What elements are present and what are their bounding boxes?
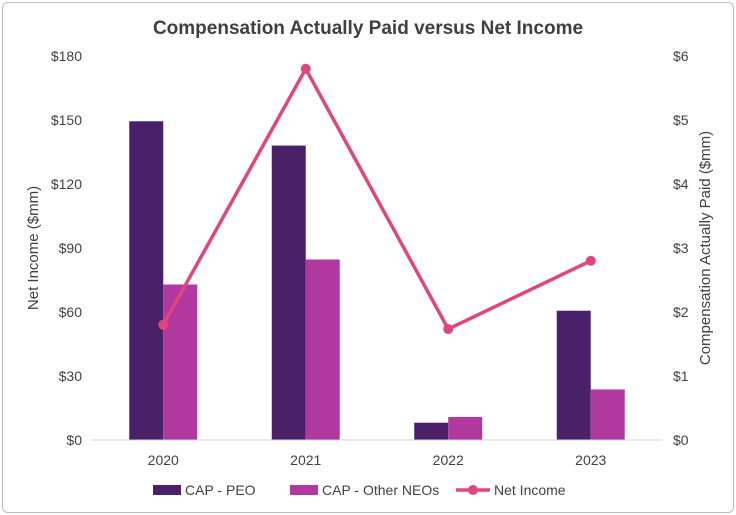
- bar-cap-other-neos-2023: [590, 389, 625, 440]
- bar-cap-other-neos-2020: [163, 284, 198, 440]
- net-income-point-2022: [443, 324, 454, 335]
- legend: CAP - PEO CAP - Other NEOs Net Income: [153, 482, 566, 498]
- bar-cap-peo-2023: [556, 310, 591, 440]
- net-income-point-2023: [585, 255, 596, 266]
- left-axis-ticks: $0 $30 $60 $90 $120 $150 $180: [51, 48, 82, 448]
- left-tick-label: $150: [51, 112, 82, 128]
- left-tick-label: $30: [59, 368, 83, 384]
- right-axis-ticks: $0 $1 $2 $3 $4 $5 $6: [673, 48, 689, 448]
- line-layer: [158, 63, 596, 335]
- legend-swatch-cap-other-neos: [290, 485, 318, 495]
- net-income-point-2020: [158, 319, 169, 330]
- x-tick-label: 2021: [290, 452, 321, 468]
- legend-swatch-cap-peo: [153, 485, 181, 495]
- right-tick-label: $3: [673, 240, 689, 256]
- left-tick-label: $60: [59, 304, 83, 320]
- legend-marker-net-income: [468, 485, 478, 495]
- x-tick-label: 2020: [148, 452, 179, 468]
- net-income-point-2021: [300, 63, 311, 74]
- left-tick-label: $90: [59, 240, 83, 256]
- x-tick-label: 2022: [433, 452, 464, 468]
- bar-cap-other-neos-2021: [305, 259, 340, 440]
- bar-cap-peo-2022: [414, 422, 449, 440]
- bar-cap-peo-2021: [271, 145, 306, 440]
- right-tick-label: $6: [673, 48, 689, 64]
- bar-cap-peo-2020: [129, 121, 164, 440]
- right-tick-label: $5: [673, 112, 689, 128]
- x-tick-label: 2023: [575, 452, 606, 468]
- right-tick-label: $0: [673, 432, 689, 448]
- chart-title: Compensation Actually Paid versus Net In…: [153, 18, 583, 39]
- legend-label-cap-peo: CAP - PEO: [185, 482, 256, 498]
- right-tick-label: $4: [673, 176, 689, 192]
- right-tick-label: $1: [673, 368, 689, 384]
- left-tick-label: $120: [51, 176, 82, 192]
- left-axis-title: Net Income ($mm): [25, 186, 42, 310]
- right-axis-title: Compensation Actually Paid ($mm): [697, 131, 714, 365]
- legend-label-net-income: Net Income: [494, 482, 566, 498]
- bars-layer: [129, 121, 625, 440]
- right-tick-label: $2: [673, 304, 689, 320]
- legend-label-cap-other-neos: CAP - Other NEOs: [322, 482, 439, 498]
- left-tick-label: $180: [51, 48, 82, 64]
- left-tick-label: $0: [66, 432, 82, 448]
- net-income-line: [161, 67, 592, 331]
- bar-cap-other-neos-2022: [448, 416, 483, 440]
- x-axis-ticks: 2020 2021 2022 2023: [148, 452, 607, 468]
